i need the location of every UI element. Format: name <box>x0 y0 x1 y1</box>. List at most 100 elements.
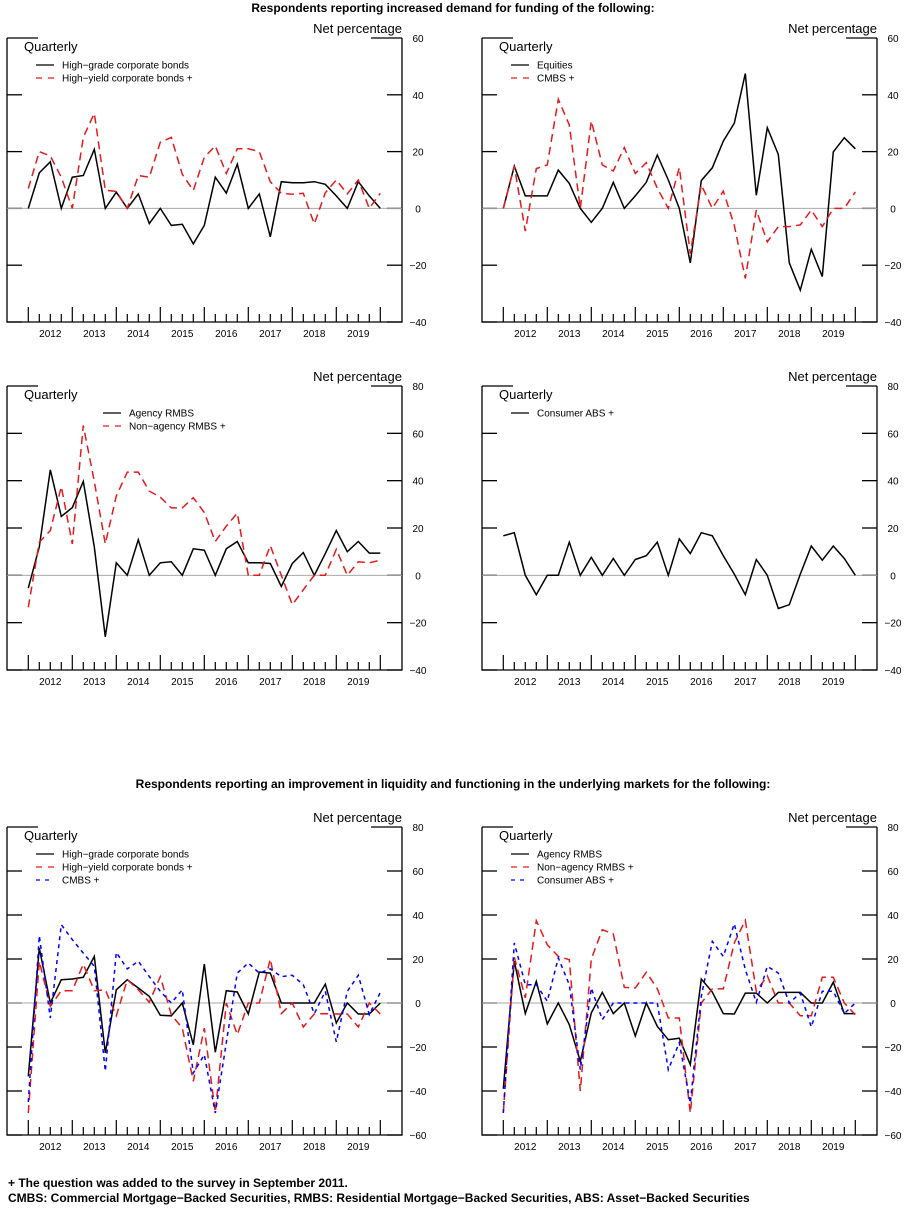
legend-label: High−grade corporate bonds <box>62 850 189 861</box>
x-tick-label: 2013 <box>558 329 581 340</box>
y-tick-label: 40 <box>412 911 424 922</box>
y-tick-label: −40 <box>410 1087 427 1098</box>
y-tick-label: 0 <box>415 999 421 1010</box>
y-tick-label: −20 <box>410 1043 427 1054</box>
charts-group: −40 −20 0 20 40 60 2012 2013 2014 2015 2016 2017 201… <box>6 21 902 1153</box>
y-tick-label: −40 <box>410 666 427 677</box>
y-tick-label: 20 <box>887 148 899 159</box>
y-tick-label: 20 <box>887 524 899 535</box>
series-line-1 <box>502 73 856 293</box>
y-tick-label: 80 <box>412 382 424 393</box>
legend-label: High−yield corporate bonds + <box>62 863 193 874</box>
y-tick-label: −40 <box>885 666 902 677</box>
x-tick-label: 2015 <box>646 677 669 688</box>
x-tick-label: 2019 <box>822 677 845 688</box>
x-tick-label: 2016 <box>215 677 238 688</box>
y-axis-label: Net percentage <box>313 21 402 36</box>
y-tick-label: 40 <box>887 911 899 922</box>
y-tick-label: 80 <box>887 382 899 393</box>
y-tick-label: −40 <box>885 1087 902 1098</box>
x-tick-label: 2015 <box>171 677 194 688</box>
x-tick-label: 2018 <box>303 677 326 688</box>
x-tick-label: 2016 <box>690 677 713 688</box>
x-tick-label: 2017 <box>259 1142 282 1153</box>
series-line-2 <box>502 96 856 279</box>
x-tick-label: 2012 <box>514 1142 537 1153</box>
chart-panel-3: −40 −20 0 20 40 60 80 2012 2013 2014 2015 2016 2017 2… <box>6 369 427 688</box>
y-tick-label: 40 <box>412 477 424 488</box>
x-tick-label: 2019 <box>347 329 370 340</box>
x-tick-label: 2012 <box>514 677 537 688</box>
y-tick-label: −20 <box>885 1043 902 1054</box>
x-tick-label: 2019 <box>347 677 370 688</box>
series-line-1 <box>27 469 381 638</box>
series-line-2 <box>27 110 381 227</box>
x-tick-label: 2014 <box>127 677 150 688</box>
demand-section-title: Respondents reporting increased demand f… <box>251 1 654 15</box>
x-tick-label: 2013 <box>83 1142 106 1153</box>
series-line-1 <box>502 961 856 1089</box>
y-tick-label: −20 <box>885 619 902 630</box>
x-tick-label: 2016 <box>690 329 713 340</box>
chart-panel-4: −40 −20 0 20 40 60 80 2012 2013 2014 2015 2016 2017 2… <box>481 369 902 688</box>
y-tick-label: −40 <box>410 318 427 329</box>
y-tick-label: 20 <box>412 148 424 159</box>
y-tick-label: 40 <box>887 477 899 488</box>
y-tick-label: 60 <box>887 34 899 45</box>
y-tick-label: 0 <box>890 204 896 215</box>
y-tick-label: 0 <box>890 571 896 582</box>
y-axis-label: Net percentage <box>313 810 402 825</box>
x-tick-label: 2012 <box>514 329 537 340</box>
x-tick-label: 2017 <box>734 677 757 688</box>
y-axis-label: Net percentage <box>788 369 877 384</box>
x-tick-label: 2016 <box>215 329 238 340</box>
legend-label: Agency RMBS <box>129 409 194 420</box>
y-tick-label: −60 <box>410 1131 427 1142</box>
x-tick-label: 2013 <box>558 1142 581 1153</box>
footnote-added: + The question was added to the survey i… <box>8 1176 348 1190</box>
x-tick-label: 2013 <box>558 677 581 688</box>
frequency-label: Quarterly <box>24 387 78 402</box>
x-tick-label: 2018 <box>778 677 801 688</box>
frequency-label: Quarterly <box>499 39 553 54</box>
y-tick-label: 20 <box>412 524 424 535</box>
legend-label: Consumer ABS + <box>537 409 614 420</box>
x-tick-label: 2014 <box>127 1142 150 1153</box>
y-tick-label: −20 <box>410 261 427 272</box>
liquidity-section-title: Respondents reporting an improvement in … <box>136 777 771 791</box>
y-tick-label: 80 <box>887 823 899 834</box>
x-tick-label: 2014 <box>602 329 625 340</box>
x-tick-label: 2012 <box>39 1142 62 1153</box>
x-tick-label: 2016 <box>215 1142 238 1153</box>
frequency-label: Quarterly <box>499 387 553 402</box>
series-line-1 <box>27 947 381 1077</box>
frequency-label: Quarterly <box>24 828 78 843</box>
y-tick-label: 60 <box>412 34 424 45</box>
x-tick-label: 2017 <box>734 1142 757 1153</box>
footnote-abbreviations: CMBS: Commercial Mortgage−Backed Securit… <box>8 1191 750 1205</box>
x-tick-label: 2014 <box>602 677 625 688</box>
series-line-1 <box>503 531 856 610</box>
series-line-2 <box>27 958 381 1114</box>
x-tick-label: 2019 <box>347 1142 370 1153</box>
x-tick-label: 2019 <box>822 1142 845 1153</box>
y-tick-label: −40 <box>885 318 902 329</box>
x-tick-label: 2017 <box>259 329 282 340</box>
legend-label: Agency RMBS <box>537 850 602 861</box>
x-tick-label: 2018 <box>778 1142 801 1153</box>
y-tick-label: 0 <box>415 204 421 215</box>
x-tick-label: 2012 <box>39 329 62 340</box>
legend-label: Non−agency RMBS + <box>537 863 634 874</box>
y-tick-label: 60 <box>412 429 424 440</box>
legend-label: Consumer ABS + <box>537 876 614 887</box>
series-line-3 <box>27 922 381 1114</box>
y-axis-label: Net percentage <box>788 21 877 36</box>
x-tick-label: 2014 <box>602 1142 625 1153</box>
y-tick-label: 60 <box>412 867 424 878</box>
frequency-label: Quarterly <box>499 828 553 843</box>
y-tick-label: 40 <box>887 91 899 102</box>
y-tick-label: 0 <box>890 999 896 1010</box>
x-tick-label: 2018 <box>303 1142 326 1153</box>
y-tick-label: −20 <box>885 261 902 272</box>
legend-label: CMBS + <box>537 74 575 85</box>
